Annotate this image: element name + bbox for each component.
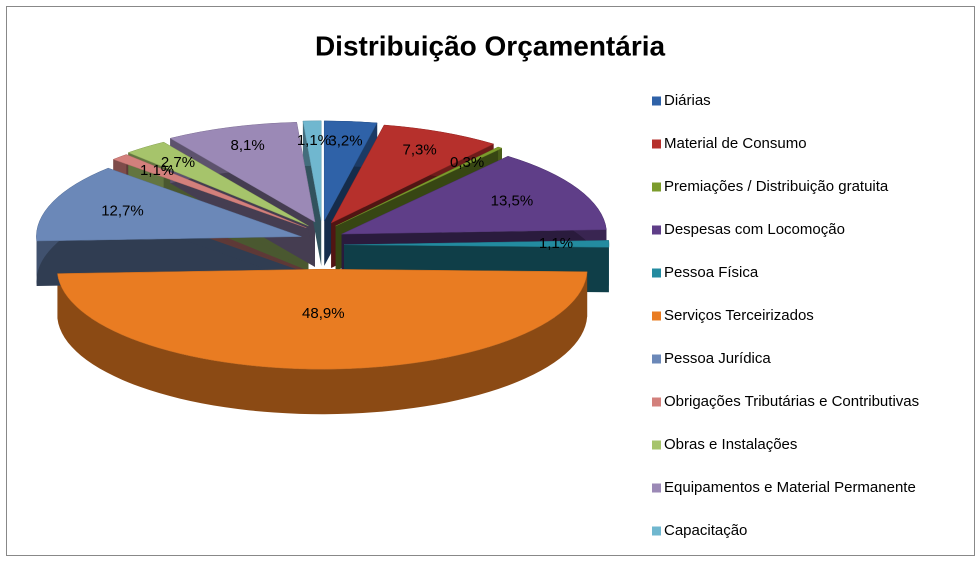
data-label: 12,7% — [101, 203, 144, 220]
legend-label: Pessoa Física — [664, 264, 759, 281]
data-label: 1,1% — [297, 132, 331, 149]
legend-swatch — [652, 484, 661, 493]
legend-label: Obras e Instalações — [664, 436, 797, 453]
legend-label: Diárias — [664, 92, 711, 109]
data-label: 2,7% — [161, 154, 195, 171]
legend-label: Capacitação — [664, 522, 747, 539]
legend-swatch — [652, 140, 661, 149]
data-label: 1,1% — [539, 235, 573, 252]
legend-label: Premiações / Distribuição gratuita — [664, 178, 889, 195]
legend-swatch — [652, 183, 661, 192]
data-label: 0,3% — [450, 154, 484, 171]
data-label: 48,9% — [302, 305, 345, 322]
legend-swatch — [652, 269, 661, 278]
legend-label: Pessoa Jurídica — [664, 350, 771, 367]
legend-swatch — [652, 441, 661, 450]
legend-swatch — [652, 312, 661, 321]
legend-swatch — [652, 97, 661, 106]
legend-label: Equipamentos e Material Permanente — [664, 479, 916, 496]
data-label: 8,1% — [230, 137, 264, 154]
legend-label: Despesas com Locomoção — [664, 221, 845, 238]
legend-swatch — [652, 226, 661, 235]
legend-swatch — [652, 398, 661, 407]
legend-label: Material de Consumo — [664, 135, 807, 152]
chart-title: Distribuição Orçamentária — [315, 30, 666, 61]
data-label: 3,2% — [328, 132, 362, 149]
data-label: 13,5% — [491, 193, 534, 210]
legend-label: Obrigações Tributárias e Contributivas — [664, 393, 919, 410]
legend-swatch — [652, 527, 661, 536]
data-label: 7,3% — [403, 141, 437, 158]
legend-swatch — [652, 355, 661, 364]
legend-label: Serviços Terceirizados — [664, 307, 814, 324]
